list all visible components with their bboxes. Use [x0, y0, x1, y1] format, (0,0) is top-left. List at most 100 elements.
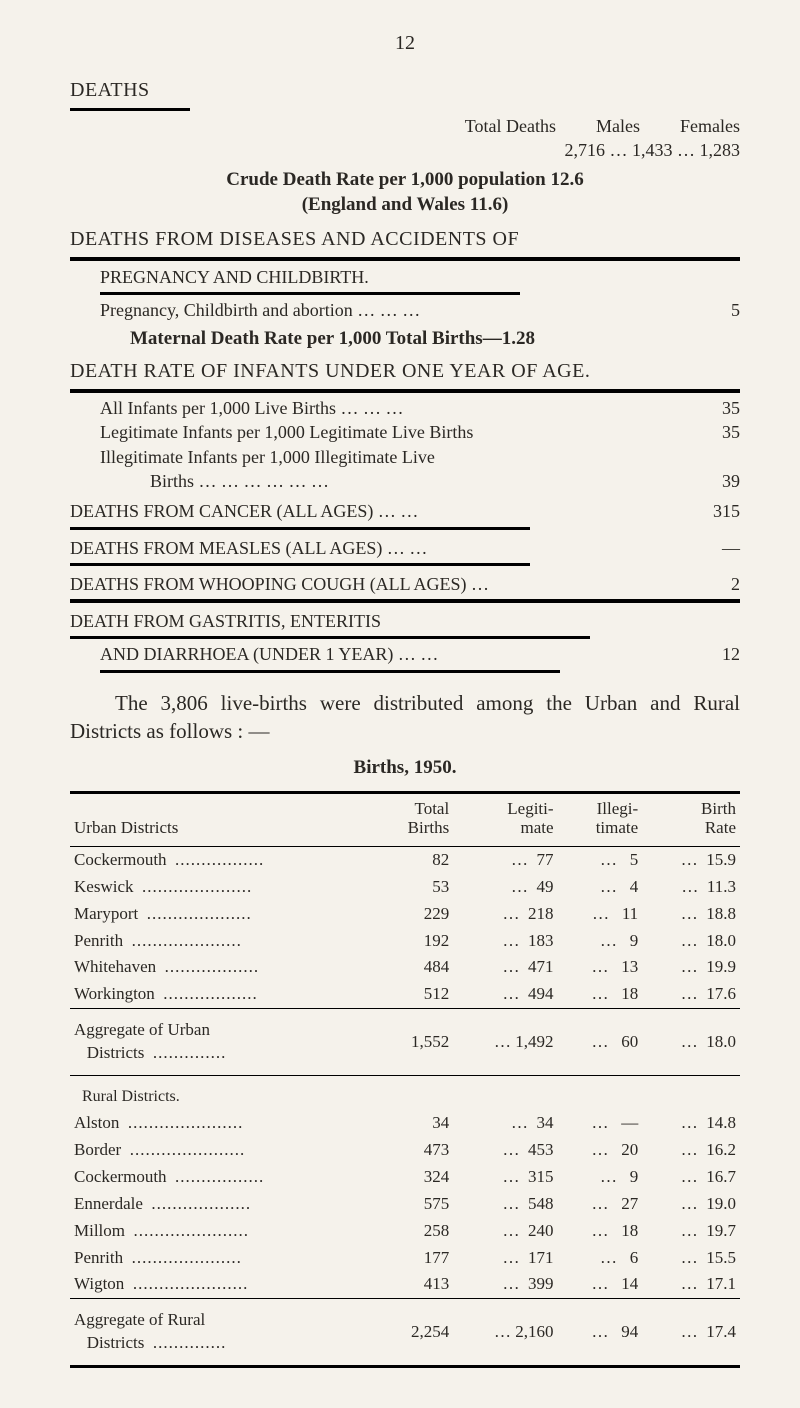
row-name: Millom ......................: [70, 1218, 377, 1245]
table-header-row: Urban Districts TotalBirths Legiti-mate …: [70, 793, 740, 847]
table-row: Penrith .....................192… 183… 9…: [70, 928, 740, 955]
row-total: 34: [377, 1110, 454, 1137]
diseases-heading: DEATHS FROM DISEASES AND ACCIDENTS OF: [70, 226, 740, 253]
cancer-row: DEATHS FROM CANCER (ALL AGES) … … 315: [70, 499, 740, 523]
infant-row: Legitimate Infants per 1,000 Legitimate …: [100, 420, 740, 444]
row-illegit: … 13: [558, 954, 643, 981]
rule: [70, 257, 740, 261]
infant-label: Legitimate Infants per 1,000 Legitimate …: [100, 420, 722, 444]
births-1950-title: Births, 1950.: [70, 755, 740, 781]
whooping-value: 2: [731, 572, 740, 596]
rule: [70, 389, 740, 393]
row-total: 512: [377, 981, 454, 1008]
row-name: Whitehaven ..................: [70, 954, 377, 981]
row-illegit: … 4: [558, 874, 643, 901]
col-legit: Legiti-mate: [453, 793, 557, 847]
infant-row: All Infants per 1,000 Live Births … … … …: [100, 396, 740, 420]
infant-value: 35: [722, 420, 740, 444]
row-total: 82: [377, 846, 454, 873]
gastritis-line1: DEATH FROM GASTRITIS, ENTERITIS: [70, 609, 740, 633]
measles-row: DEATHS FROM MEASLES (ALL AGES) … … —: [70, 536, 740, 560]
row-name: Wigton ......................: [70, 1271, 377, 1298]
gastritis-value: 12: [722, 642, 740, 666]
row-legit: … 494: [453, 981, 557, 1008]
row-name: Maryport ....................: [70, 901, 377, 928]
row-name: Cockermouth .................: [70, 846, 377, 873]
rule: [70, 599, 740, 603]
measles-value: —: [722, 536, 740, 560]
pregnancy-label: Pregnancy, Childbirth and abortion … … …: [100, 298, 731, 322]
row-rate: … 16.7: [642, 1164, 740, 1191]
row-total: 413: [377, 1271, 454, 1298]
row-total: 473: [377, 1137, 454, 1164]
agg-rate: … 18.0: [642, 1009, 740, 1076]
infant-label: Births … … … … … …: [150, 469, 722, 493]
table-row: Penrith .....................177… 171… 6…: [70, 1245, 740, 1272]
table-row: Ennerdale ...................575… 548… 2…: [70, 1191, 740, 1218]
measles-label: DEATHS FROM MEASLES (ALL AGES) … …: [70, 536, 722, 560]
total-deaths-label: Total Deaths: [465, 114, 556, 138]
row-illegit: … —: [558, 1110, 643, 1137]
row-name: Border ......................: [70, 1137, 377, 1164]
agg-label: Aggregate of Rural Districts ...........…: [70, 1299, 377, 1367]
infant-value: 39: [722, 469, 740, 493]
row-name: Cockermouth .................: [70, 1164, 377, 1191]
row-rate: … 19.9: [642, 954, 740, 981]
col-total: TotalBirths: [377, 793, 454, 847]
table-row: Alston ......................34… 34… —… …: [70, 1110, 740, 1137]
row-legit: … 240: [453, 1218, 557, 1245]
row-rate: … 18.8: [642, 901, 740, 928]
row-total: 177: [377, 1245, 454, 1272]
infant-label: Illegitimate Infants per 1,000 Illegitim…: [100, 445, 740, 469]
agg-rate: … 17.4: [642, 1299, 740, 1367]
births-table: Urban Districts TotalBirths Legiti-mate …: [70, 791, 740, 1368]
row-legit: … 453: [453, 1137, 557, 1164]
row-rate: … 18.0: [642, 928, 740, 955]
row-rate: … 14.8: [642, 1110, 740, 1137]
rule: [70, 527, 530, 530]
distribution-paragraph: The 3,806 live-births were distributed a…: [70, 689, 740, 746]
deaths-values-row: 2,716 … 1,433 … 1,283: [70, 138, 740, 162]
row-rate: … 15.9: [642, 846, 740, 873]
page: 12 DEATHS Total Deaths Males Females 2,7…: [0, 0, 800, 1408]
col-illegit: Illegi-timate: [558, 793, 643, 847]
row-total: 484: [377, 954, 454, 981]
crude-rate-1: Crude Death Rate per 1,000 population 12…: [70, 167, 740, 193]
urban-aggregate-row: Aggregate of Urban Districts ...........…: [70, 1009, 740, 1076]
total-deaths-value: 2,716 … 1,433 … 1,283: [565, 138, 741, 162]
row-illegit: … 11: [558, 901, 643, 928]
pregnancy-line: Pregnancy, Childbirth and abortion … … ……: [100, 298, 740, 322]
row-legit: … 471: [453, 954, 557, 981]
row-legit: … 218: [453, 901, 557, 928]
agg-total: 2,254: [377, 1299, 454, 1367]
row-rate: … 15.5: [642, 1245, 740, 1272]
maternal-rate: Maternal Death Rate per 1,000 Total Birt…: [130, 326, 740, 352]
whooping-row: DEATHS FROM WHOOPING COUGH (ALL AGES) … …: [70, 572, 740, 596]
row-total: 324: [377, 1164, 454, 1191]
table-row: Cockermouth .................82… 77… 5… …: [70, 846, 740, 873]
col-urban: Urban Districts: [70, 793, 377, 847]
infant-rate-heading: DEATH RATE OF INFANTS UNDER ONE YEAR OF …: [70, 358, 740, 385]
agg-label: Aggregate of Urban Districts ...........…: [70, 1009, 377, 1076]
table-row: Maryport ....................229… 218… 1…: [70, 901, 740, 928]
table-row: Border ......................473… 453… 2…: [70, 1137, 740, 1164]
row-illegit: … 18: [558, 1218, 643, 1245]
row-illegit: … 18: [558, 981, 643, 1008]
row-name: Penrith .....................: [70, 1245, 377, 1272]
row-legit: … 77: [453, 846, 557, 873]
agg-illegit: … 94: [558, 1299, 643, 1367]
row-illegit: … 6: [558, 1245, 643, 1272]
row-total: 53: [377, 874, 454, 901]
row-legit: … 315: [453, 1164, 557, 1191]
row-illegit: … 5: [558, 846, 643, 873]
crude-rate-2: (England and Wales 11.6): [70, 192, 740, 218]
gastritis-line2-row: AND DIARRHOEA (UNDER 1 YEAR) … … 12: [100, 642, 740, 666]
row-total: 258: [377, 1218, 454, 1245]
page-number: 12: [70, 30, 740, 57]
deaths-header-row: Total Deaths Males Females: [70, 114, 740, 138]
table-row: Keswick .....................53… 49… 4… …: [70, 874, 740, 901]
cancer-label: DEATHS FROM CANCER (ALL AGES) … …: [70, 499, 713, 523]
row-rate: … 19.0: [642, 1191, 740, 1218]
row-rate: … 17.6: [642, 981, 740, 1008]
table-row: Cockermouth .................324… 315… 9…: [70, 1164, 740, 1191]
